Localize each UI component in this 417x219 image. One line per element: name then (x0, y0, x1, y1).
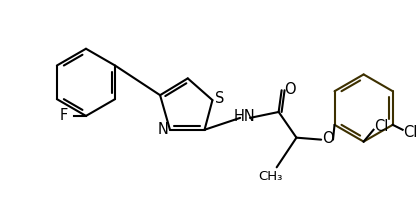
Text: CH₃: CH₃ (259, 170, 283, 183)
Text: Cl: Cl (374, 119, 389, 134)
Text: O: O (284, 82, 295, 97)
Text: Cl: Cl (403, 125, 417, 140)
Text: N: N (158, 122, 168, 137)
Text: F: F (60, 108, 68, 124)
Text: HN: HN (233, 110, 255, 124)
Text: S: S (215, 91, 224, 106)
Text: O: O (322, 131, 334, 146)
